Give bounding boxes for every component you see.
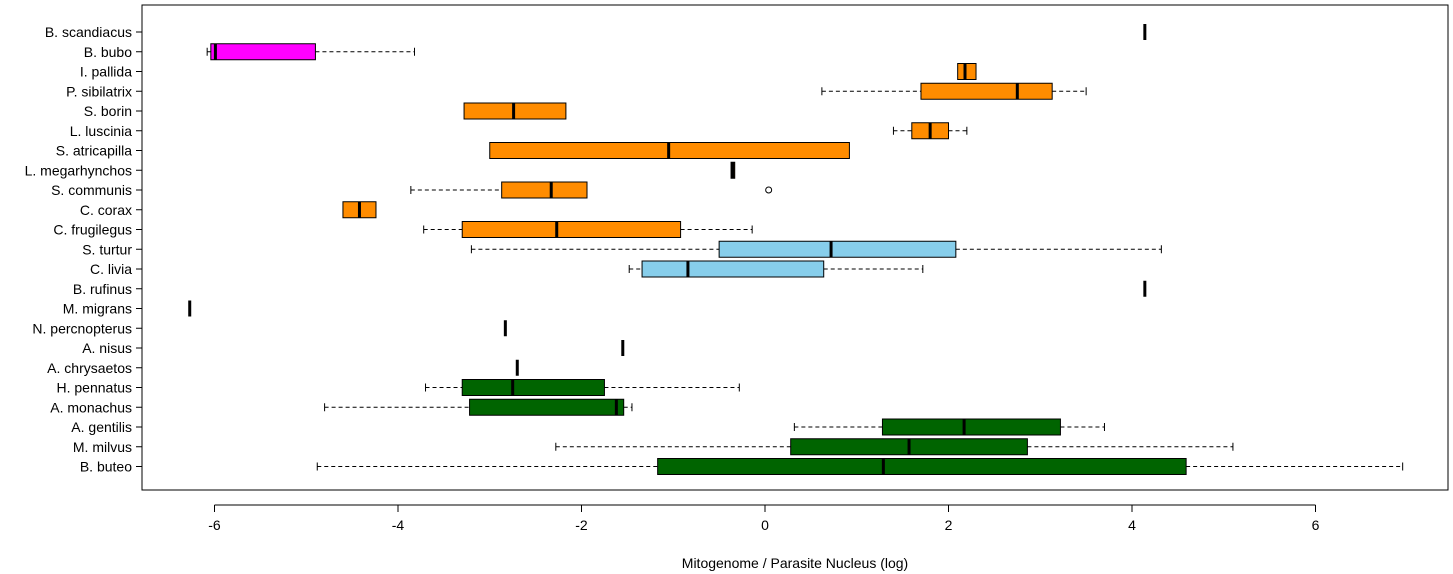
species-label: H. pennatus	[57, 380, 133, 396]
species-box	[206, 43, 416, 61]
species-label: I. pallida	[80, 64, 132, 80]
iqr-box	[957, 63, 977, 80]
species-label: B. bubo	[84, 44, 132, 60]
iqr-box	[461, 221, 682, 238]
species-label: M. migrans	[63, 301, 132, 317]
species-box	[489, 142, 850, 159]
x-axis: -6 -4 -2 0 2 4 6	[208, 504, 1320, 533]
species-label: S. atricapilla	[56, 143, 132, 159]
species-label: B. rufinus	[73, 281, 132, 297]
x-tick-label: 4	[1128, 517, 1136, 533]
y-axis-labels: B. scandiacus B. bubo I. pallida P. sibilat…	[25, 24, 142, 475]
iqr-box	[657, 458, 1187, 475]
species-label: L. megarhynchos	[25, 162, 132, 178]
x-tick-label: -4	[392, 517, 405, 533]
species-box	[470, 240, 1162, 258]
species-label: B. scandiacus	[45, 24, 132, 40]
species-box	[730, 161, 736, 179]
species-box	[821, 82, 1087, 100]
x-tick-label: 6	[1312, 517, 1320, 533]
species-box	[342, 201, 377, 219]
iqr-box	[501, 181, 588, 199]
iqr-box	[461, 379, 605, 396]
species-label: B. buteo	[80, 459, 132, 475]
outlier-point	[765, 186, 773, 194]
species-label: M. milvus	[73, 439, 132, 455]
species-label: L. luscinia	[70, 123, 132, 139]
iqr-box	[718, 240, 957, 258]
boxes-layer	[188, 24, 1404, 475]
species-label: A. monachus	[50, 399, 132, 415]
x-tick-label: 0	[761, 517, 769, 533]
species-box	[423, 221, 753, 238]
species-box	[957, 63, 977, 80]
iqr-box	[210, 43, 316, 61]
plot-frame	[141, 4, 1449, 491]
species-label: P. sibilatrix	[66, 83, 132, 99]
species-label: C. frugilegus	[53, 222, 132, 238]
iqr-box	[469, 398, 625, 416]
x-tick-label: -2	[575, 517, 588, 533]
species-label: A. gentilis	[71, 419, 132, 435]
species-label: S. borin	[84, 103, 132, 119]
species-label: A. nisus	[82, 340, 132, 356]
species-label: A. chrysaetos	[47, 360, 132, 376]
species-label: C. corax	[80, 202, 132, 218]
species-box	[463, 102, 567, 120]
species-box	[410, 181, 773, 199]
species-box	[555, 438, 1234, 456]
iqr-box	[641, 260, 825, 278]
species-box	[892, 122, 968, 140]
x-tick-label: -6	[208, 517, 221, 533]
species-box	[628, 260, 924, 278]
x-tick-label: 2	[945, 517, 953, 533]
species-box	[324, 398, 633, 416]
x-axis-label: Mitogenome / Parasite Nucleus (log)	[682, 555, 908, 571]
species-box	[425, 379, 740, 396]
species-label: C. livia	[90, 261, 132, 277]
iqr-box	[920, 82, 1053, 100]
iqr-box	[881, 418, 1061, 436]
species-label: S. turtur	[82, 241, 132, 257]
species-label: N. percnopterus	[32, 320, 132, 336]
species-label: S. communis	[51, 182, 132, 198]
species-box	[316, 458, 1404, 475]
species-box	[793, 418, 1105, 436]
